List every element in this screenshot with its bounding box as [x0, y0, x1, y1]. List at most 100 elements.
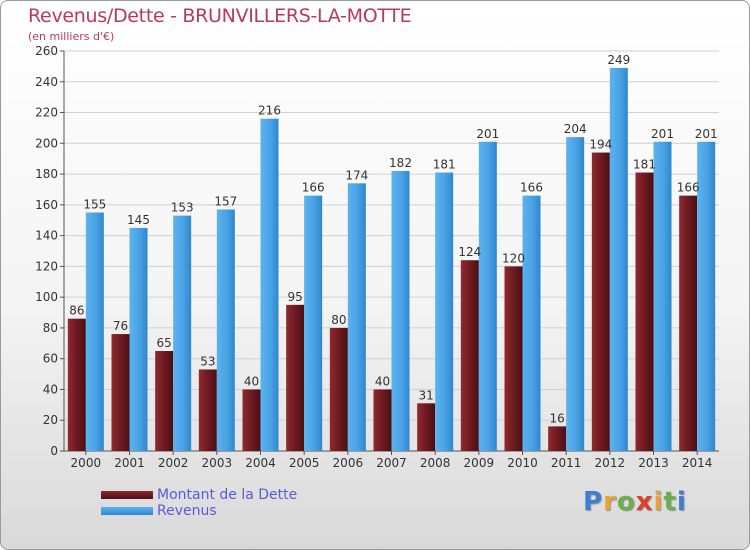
- bar-dette: [155, 351, 174, 451]
- y-tick-label: 240: [35, 75, 58, 89]
- y-tick-label: 120: [35, 259, 58, 273]
- bar-revenus: [129, 227, 148, 451]
- bar-revenus: [260, 118, 279, 451]
- legend-label-dette: Montant de la Dette: [157, 487, 298, 503]
- data-label-dette: 181: [633, 158, 656, 172]
- chart-subtitle: (en milliers d'€): [28, 30, 115, 43]
- data-label-dette: 95: [288, 290, 303, 304]
- chart-title: Revenus/Dette - BRUNVILLERS-LA-MOTTE: [28, 5, 412, 27]
- proxiti-logo: Proxiti: [583, 487, 687, 517]
- x-tick-label: 2009: [464, 456, 495, 470]
- bar-dette: [504, 266, 523, 451]
- y-tick-label: 200: [35, 136, 58, 150]
- x-tick-label: 2008: [420, 456, 451, 470]
- bar-revenus: [216, 209, 235, 451]
- data-label-dette: 124: [458, 245, 481, 259]
- bars: [67, 67, 716, 452]
- bar-dette: [591, 152, 610, 452]
- y-tick-label: 20: [43, 413, 58, 427]
- data-label-dette: 16: [550, 411, 565, 425]
- legend-swatch-revenus: [101, 507, 153, 515]
- bar-revenus: [566, 137, 585, 451]
- bar-revenus: [304, 195, 323, 451]
- y-tick-label: 140: [35, 229, 58, 243]
- bar-dette: [242, 389, 261, 451]
- data-label-revenus: 155: [83, 198, 106, 212]
- data-labels: 86 155 76 145 65 153 53 157 40 216 95 166 80 174 40 182…: [69, 53, 717, 425]
- bar-revenus: [697, 141, 716, 451]
- data-label-dette: 65: [157, 336, 172, 350]
- bar-dette: [286, 304, 305, 451]
- legend-swatch-dette: [101, 491, 153, 499]
- data-label-revenus: 166: [520, 181, 543, 195]
- logo-letter: i: [653, 487, 664, 517]
- data-label-revenus: 153: [171, 201, 194, 215]
- bar-dette: [111, 334, 130, 451]
- logo-letter: i: [676, 487, 687, 517]
- bar-revenus: [391, 171, 410, 451]
- data-label-dette: 53: [200, 354, 215, 368]
- logo-letter: o: [616, 487, 636, 517]
- data-label-dette: 40: [375, 374, 390, 388]
- bar-dette: [198, 369, 217, 451]
- bar-revenus: [85, 212, 104, 451]
- y-tick-label: 40: [43, 382, 58, 396]
- data-label-revenus: 204: [564, 122, 587, 136]
- y-tick-label: 180: [35, 167, 58, 181]
- bar-revenus: [173, 215, 192, 451]
- data-label-revenus: 181: [433, 158, 456, 172]
- y-tick-label: 220: [35, 106, 58, 120]
- x-tick-label: 2003: [202, 456, 233, 470]
- data-label-revenus: 157: [214, 194, 237, 208]
- y-tick-label: 60: [43, 352, 58, 366]
- x-tick-label: 2001: [114, 456, 145, 470]
- x-tick-label: 2013: [638, 456, 669, 470]
- data-label-dette: 166: [677, 181, 700, 195]
- bar-revenus: [435, 172, 454, 452]
- x-tick-label: 2005: [289, 456, 320, 470]
- y-tick-label: 260: [35, 44, 58, 58]
- x-axis: 2000 2001 2002 2003 2004 2005 2006 2007 2008 2009…: [71, 451, 713, 470]
- data-label-revenus: 182: [389, 156, 412, 170]
- data-label-revenus: 174: [345, 168, 368, 182]
- data-label-dette: 76: [113, 319, 128, 333]
- x-tick-label: 2000: [71, 456, 102, 470]
- y-axis: 0 20 40 60 80 100 120 140 160 180 200 220 240 260: [35, 44, 719, 458]
- data-label-dette: 31: [419, 388, 434, 402]
- logo-letter: t: [663, 487, 677, 517]
- bar-dette: [460, 260, 479, 451]
- data-label-dette: 80: [331, 313, 346, 327]
- data-label-revenus: 201: [695, 127, 718, 141]
- bar-revenus: [522, 195, 541, 451]
- y-tick-label: 160: [35, 198, 58, 212]
- data-label-revenus: 216: [258, 104, 281, 118]
- y-tick-label: 100: [35, 290, 58, 304]
- bar-dette: [373, 389, 392, 451]
- bar-revenus: [609, 67, 628, 451]
- x-tick-label: 2004: [245, 456, 276, 470]
- x-tick-label: 2012: [595, 456, 626, 470]
- data-label-revenus: 166: [302, 181, 325, 195]
- bar-dette: [548, 426, 567, 451]
- x-tick-label: 2006: [333, 456, 364, 470]
- logo-letter: r: [603, 487, 617, 517]
- bar-dette: [679, 195, 698, 451]
- y-tick-label: 80: [43, 321, 58, 335]
- data-label-revenus: 201: [651, 127, 674, 141]
- bar-dette: [635, 172, 654, 452]
- data-label-revenus: 249: [607, 53, 630, 67]
- bar-revenus: [347, 183, 366, 452]
- bar-revenus: [653, 141, 672, 451]
- data-label-dette: 86: [69, 304, 84, 318]
- x-tick-label: 2007: [376, 456, 407, 470]
- y-tick-label: 0: [50, 444, 58, 458]
- data-label-revenus: 201: [476, 127, 499, 141]
- x-tick-label: 2002: [158, 456, 189, 470]
- data-label-revenus: 145: [127, 213, 150, 227]
- x-tick-label: 2010: [507, 456, 538, 470]
- x-tick-label: 2014: [682, 456, 713, 470]
- logo-letter: x: [635, 487, 654, 517]
- logo-letter: P: [583, 487, 604, 517]
